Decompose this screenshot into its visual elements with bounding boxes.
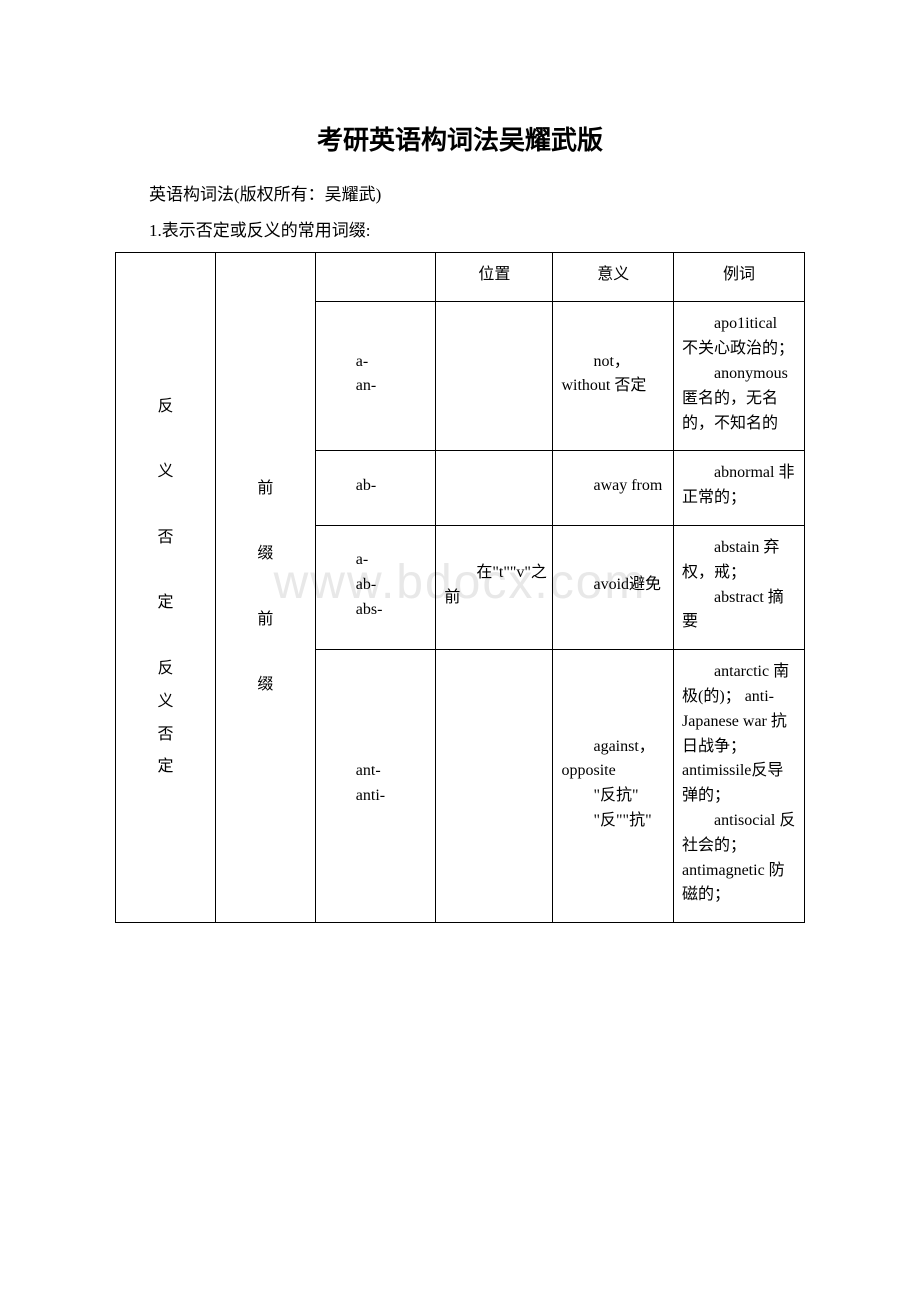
meaning-cell: against，opposite "反抗" "反""抗" — [553, 650, 674, 923]
position-cell — [436, 650, 553, 923]
prefix-cell: a- ab- abs- — [315, 525, 436, 649]
example-cell: apo1itical 不关心政治的； anonymous 匿名的，无名的，不知名… — [674, 302, 805, 451]
page-title: 考研英语构词法吴耀武版 — [115, 120, 805, 157]
meaning-cell: not，without 否定 — [553, 302, 674, 451]
meaning-cell: away from — [553, 451, 674, 526]
example-cell: abnormal 非正常的； — [674, 451, 805, 526]
position-cell: 在"t""v"之前 — [436, 525, 553, 649]
prefix-cell: ant- anti- — [315, 650, 436, 923]
prefix-cell: ab- — [315, 451, 436, 526]
position-header: 位置 — [436, 252, 553, 302]
example-header: 例词 — [674, 252, 805, 302]
prefix-cell: a- an- — [315, 302, 436, 451]
intro-line-1: 英语构词法(版权所有：吴耀武) — [115, 179, 805, 211]
position-cell — [436, 302, 553, 451]
prefix-header — [315, 252, 436, 302]
affix-table: 反 义 否 定 反 义 否 定 前 缀 前 缀 — [115, 252, 805, 924]
page-content: 考研英语构词法吴耀武版 英语构词法(版权所有：吴耀武) 1.表示否定或反义的常用… — [115, 120, 805, 923]
intro-line-2: 1.表示否定或反义的常用词缀: — [115, 215, 805, 247]
meaning-header: 意义 — [553, 252, 674, 302]
example-cell: antarctic 南极(的)； anti-Japanese war 抗日战争；… — [674, 650, 805, 923]
meaning-cell: avoid避免 — [553, 525, 674, 649]
position-cell — [436, 451, 553, 526]
table-header-row: 反 义 否 定 反 义 否 定 前 缀 前 缀 — [116, 252, 805, 302]
example-cell: abstain 弃权，戒； abstract 摘要 — [674, 525, 805, 649]
category-column: 反 义 否 定 反 义 否 定 — [116, 252, 216, 923]
type-column: 前 缀 前 缀 — [215, 252, 315, 923]
